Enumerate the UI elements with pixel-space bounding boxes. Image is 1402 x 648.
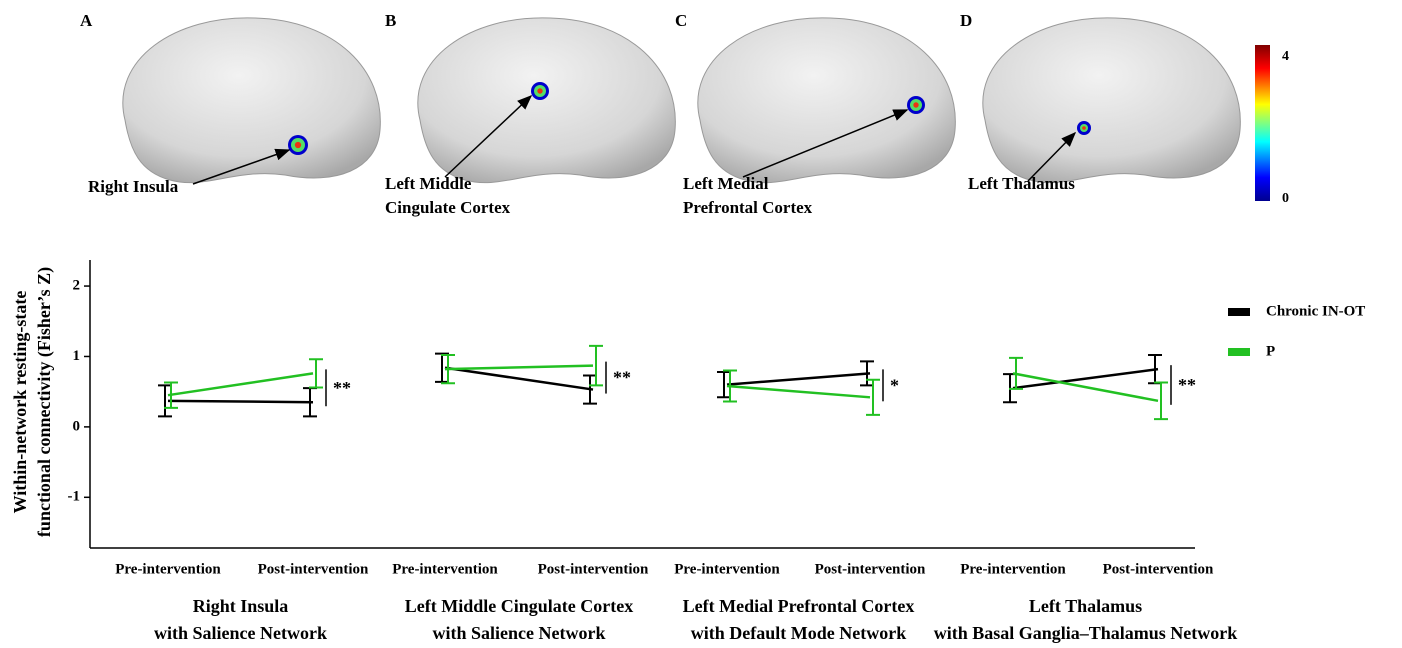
x-tick-label: Post-intervention (538, 561, 649, 577)
region-label: Cingulate Cortex (385, 198, 511, 217)
mean-line (445, 368, 593, 390)
y-tick-label: -1 (68, 489, 81, 505)
y-axis-label: Within-network resting-state (10, 291, 30, 514)
x-tick-label: Post-intervention (815, 561, 926, 577)
x-tick-label: Pre-intervention (960, 561, 1066, 577)
panel-letter: C (675, 11, 687, 30)
mean-line (168, 401, 313, 402)
mean-line (168, 373, 313, 395)
panel-letter: D (960, 11, 972, 30)
significance-label: * (890, 375, 899, 395)
panel-letter: B (385, 11, 396, 30)
colorbar-tick-label: 0 (1282, 191, 1289, 206)
x-tick-label: Pre-intervention (392, 561, 498, 577)
activation-blob (913, 102, 918, 107)
mean-line (727, 386, 870, 397)
group-title: with Salience Network (433, 623, 606, 643)
significance-label: ** (1178, 375, 1196, 395)
brain-image (983, 18, 1241, 183)
group-title: with Basal Ganglia–Thalamus Network (934, 623, 1238, 643)
legend-label: P (1266, 343, 1275, 359)
region-label: Left Middle (385, 174, 472, 193)
legend-label: Chronic IN-OT (1266, 303, 1365, 319)
activation-blob (295, 142, 301, 148)
mean-line (445, 366, 593, 370)
region-label: Right Insula (88, 177, 179, 196)
panel-letter: A (80, 11, 93, 30)
y-tick-label: 1 (73, 348, 81, 364)
region-label: Prefrontal Cortex (683, 198, 813, 217)
x-tick-label: Post-intervention (1103, 561, 1214, 577)
figure: A Right Insula B Left Middle Cingulate Corte… (0, 0, 1402, 648)
significance-label: ** (333, 378, 351, 398)
x-tick-label: Pre-intervention (115, 561, 221, 577)
significance-label: ** (613, 368, 631, 388)
group-title: Left Middle Cingulate Cortex (405, 596, 633, 616)
colorbar-tick-label: 4 (1282, 49, 1289, 64)
group-title: Left Medial Prefrontal Cortex (683, 596, 915, 616)
x-tick-label: Pre-intervention (674, 561, 780, 577)
y-tick-label: 2 (73, 277, 81, 293)
region-label: Left Thalamus (968, 174, 1075, 193)
legend-swatch (1228, 308, 1250, 316)
region-label: Left Medial (683, 174, 769, 193)
mean-line (727, 373, 870, 384)
x-tick-label: Post-intervention (258, 561, 369, 577)
brain-image (418, 18, 676, 183)
group-title: Right Insula (193, 596, 289, 616)
y-axis-label: functional connectivity (Fisher’s Z) (34, 267, 55, 537)
colorbar (1255, 45, 1270, 201)
brain-image (123, 18, 381, 183)
group-title: Left Thalamus (1029, 596, 1142, 616)
group-title: with Salience Network (154, 623, 327, 643)
y-tick-label: 0 (73, 418, 81, 434)
group-title: with Default Mode Network (691, 623, 906, 643)
legend-swatch (1228, 348, 1250, 356)
activation-blob (1082, 126, 1086, 130)
activation-blob (537, 88, 542, 93)
